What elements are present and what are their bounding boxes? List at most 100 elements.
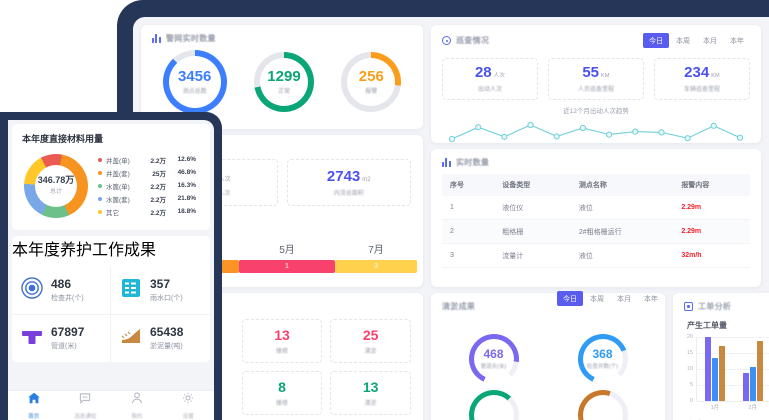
legend-value: 25万 xyxy=(152,170,166,178)
user-icon xyxy=(130,391,144,410)
legend-percent: 12.6% xyxy=(177,156,196,163)
workorder-mini-cell: 25 清淤 xyxy=(330,319,411,363)
table-row: 2 粗格栅 2#粗格栅运行 2.29m xyxy=(442,219,750,244)
grid-lines xyxy=(696,337,769,402)
kpi-text: 65438 淤泥量(吨) xyxy=(150,326,183,351)
gauge-inner xyxy=(473,339,514,379)
grid-line xyxy=(697,369,769,370)
legend-percent: 18.8% xyxy=(177,208,196,215)
bar xyxy=(718,346,725,401)
flood-stat-value: 2743 m2 xyxy=(326,167,371,185)
y-tick-label: 20 xyxy=(686,334,693,340)
table-cell-alarm: 32m/h xyxy=(673,243,750,268)
legend-color-dot xyxy=(98,157,102,162)
kpi-value: 67897 xyxy=(51,325,85,339)
kpi-grid: 486 检查井(个) 357 雨水口(个) 67897 管道(米) 65438 淤泥量(… xyxy=(12,267,210,362)
legend-percent: 46.8% xyxy=(177,169,196,176)
legend-item: 水篦(套) 2.2万 21.8% xyxy=(98,192,196,205)
ring-value: 256 xyxy=(358,68,384,85)
maintenance-result-card: 本年度养护工作成果 486 检查井(个) 357 雨水口(个) 67897 管道(米)… xyxy=(12,236,210,362)
kpi-text: 67897 管道(米) xyxy=(51,326,84,351)
tabbar-item[interactable]: 设置 xyxy=(163,391,215,420)
kpi-label: 雨水口(个) xyxy=(150,295,183,302)
patrol-stat-label: 人员巡查里程 xyxy=(577,87,614,93)
result-tab[interactable]: 本月 xyxy=(617,295,631,303)
panel-header: 清淤成果 xyxy=(431,293,665,312)
panel-title: 实时数量 xyxy=(456,158,490,167)
ring-gauge: 3456 测点总数 xyxy=(162,50,227,114)
table-cell-device: 流量计 xyxy=(494,243,571,268)
patrol-tab-group[interactable]: 今日 本周 本月 本年 xyxy=(643,33,750,48)
trend-chart xyxy=(431,115,761,152)
patrol-stat-row: 28 人次 出动人次 55 KM 人员巡查里程 234 KM 车辆巡查里程 xyxy=(431,48,761,100)
workorder-mini-cell: 13 维修 xyxy=(241,319,323,363)
card-title: 本年度养护工作成果 xyxy=(12,242,157,259)
legend-name: 其它 xyxy=(106,209,119,217)
bar xyxy=(742,373,749,401)
result-tab[interactable]: 本年 xyxy=(644,295,658,303)
y-tick-label: 5 xyxy=(689,382,693,388)
tabbar-item[interactable]: 我的 xyxy=(111,391,163,420)
phone-screen: 本年度直接材料用量 346.78万 总计 井盖(单) 2.2万 12.6% 井盖(套)… xyxy=(8,120,214,420)
tabbar-item[interactable]: 首页 xyxy=(8,391,60,420)
workorder-mini-value: 13 xyxy=(362,378,379,395)
gear-icon xyxy=(181,391,195,410)
tabbar-item[interactable]: 消息通知 xyxy=(60,391,112,420)
patrol-tab[interactable]: 本月 xyxy=(703,37,717,45)
legend-name: 水篦(单) xyxy=(106,183,130,191)
gauge-ring: 368 检查井数(个) xyxy=(577,334,628,384)
card-title: 本年度直接材料用量 xyxy=(22,134,104,144)
legend-item: 水篦(单) 2.2万 16.3% xyxy=(98,179,196,192)
legend-value: 2.2万 xyxy=(150,196,166,204)
workorder-mini-value: 25 xyxy=(362,326,379,343)
month-rank-item: 5月 1 xyxy=(239,235,335,273)
month-rank-bar: 1 xyxy=(239,260,335,273)
workorder-mini-grid: 13 维修 25 清淤 8 维修 13 清淤 xyxy=(141,293,423,415)
patrol-stat-box: 28 人次 出动人次 xyxy=(442,58,538,100)
grid-line xyxy=(697,385,769,386)
donut-legend: 井盖(单) 2.2万 12.6% 井盖(套) 25万 46.8% 水篦(单) 2.2万 16.3… xyxy=(98,153,196,218)
patrol-stat-box: 234 KM 车辆巡查里程 xyxy=(654,58,750,100)
table-cell-no: 1 xyxy=(442,196,495,220)
result-tab[interactable]: 今日 xyxy=(557,291,583,306)
gauge-inner xyxy=(582,339,623,379)
kpi-label: 管道(米) xyxy=(51,343,77,350)
chart-title-secondary: 完成工单量 xyxy=(673,415,769,420)
ring-center: 1299 正常 xyxy=(259,58,308,106)
panel-title: 警网实时数量 xyxy=(166,34,216,43)
ring-gauge: 256 报警 xyxy=(341,52,402,112)
patrol-stat-unit: KM xyxy=(711,73,720,79)
tabbar-label: 设置 xyxy=(182,414,194,420)
gauge-inner xyxy=(473,395,514,420)
bar xyxy=(756,340,763,401)
gauge-label: 检查井数(个) xyxy=(586,364,619,370)
patrol-panel: 巡查情况 今日 本周 本月 本年 28 人次 出动人次 55 KM 人员巡查里程 234 KM 车辆巡… xyxy=(431,25,761,143)
ring-center: 256 报警 xyxy=(347,58,396,106)
patrol-tab[interactable]: 本年 xyxy=(730,37,744,45)
workorder-mini-label: 清淤 xyxy=(364,348,377,355)
kpi-text: 357 雨水口(个) xyxy=(150,278,183,303)
result-tab[interactable]: 本周 xyxy=(590,295,604,303)
workorder-mini-cell: 13 清淤 xyxy=(330,371,411,415)
grid-line xyxy=(697,353,769,354)
patrol-tab[interactable]: 今日 xyxy=(643,33,669,48)
patrol-tab[interactable]: 本周 xyxy=(676,37,690,45)
patrol-stat-unit: 人次 xyxy=(493,73,506,79)
eye-icon xyxy=(442,36,451,45)
kpi-value: 65438 xyxy=(150,325,184,339)
workorder-mini-value: 8 xyxy=(278,378,286,395)
result-tab-group[interactable]: 今日 本周 本月 本年 xyxy=(557,291,664,306)
tabbar-label: 首页 xyxy=(28,414,40,420)
gauge-cell: 368 检查井数(个) xyxy=(548,334,657,384)
table-cell-alarm: 2.29m xyxy=(673,219,750,244)
tabbar-label: 我的 xyxy=(131,414,143,420)
grid-line xyxy=(697,337,769,338)
gauge-text: 468 管道长(米) xyxy=(469,334,519,384)
legend-color-dot xyxy=(98,170,102,175)
gauge-text xyxy=(469,390,519,420)
flood-stat-box: 2743 m2 内涝总面积 xyxy=(286,159,411,206)
phone-tabbar[interactable]: 首页 消息通知 我的 设置 xyxy=(8,390,214,420)
table-cell-device: 粗格栅 xyxy=(494,219,571,244)
y-tick-label: 0 xyxy=(689,398,693,404)
table-cell-device: 液位仪 xyxy=(494,196,571,220)
